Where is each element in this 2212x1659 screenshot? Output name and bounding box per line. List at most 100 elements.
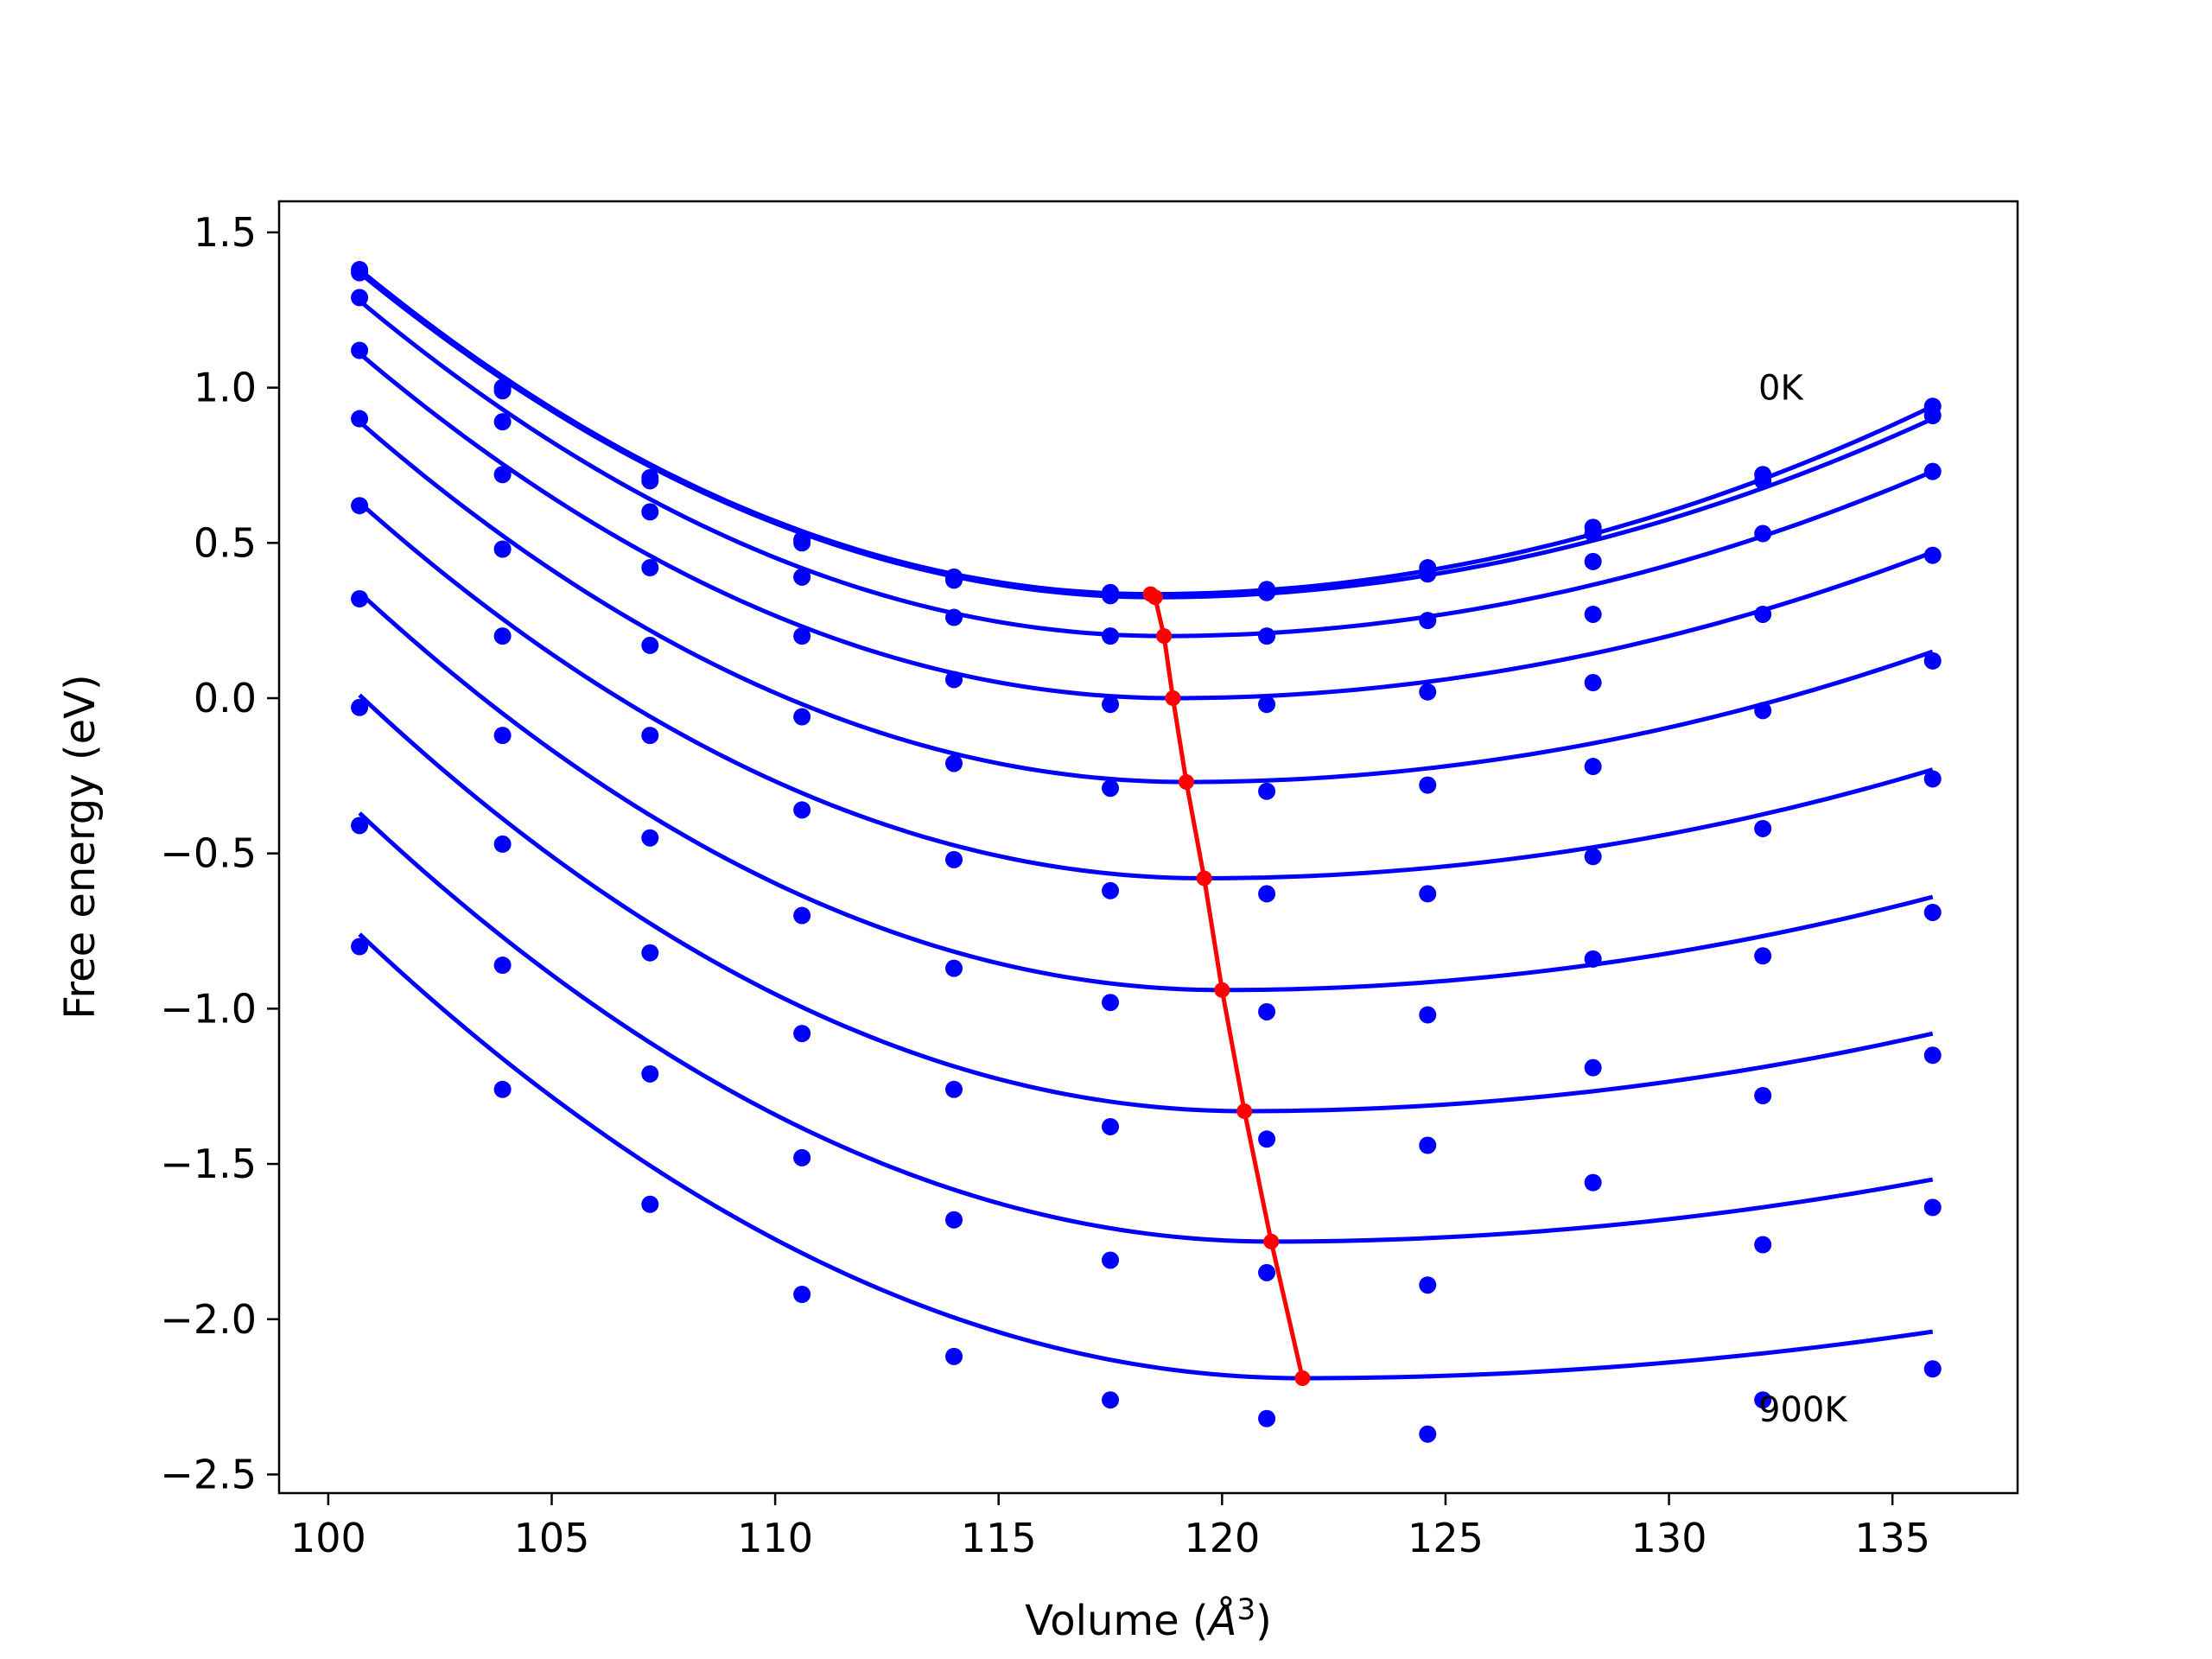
data-point-s5-1: [493, 627, 512, 645]
y-tick-label-5: 0.0: [194, 675, 257, 721]
data-point-s6-0: [351, 590, 369, 607]
data-point-s6-8: [1584, 848, 1602, 866]
y-tick-label-1: −2.0: [160, 1296, 257, 1343]
fit-curve-3: [358, 352, 1934, 701]
x-axis-label: Volume (Å3): [1025, 1592, 1272, 1645]
minimum-point-3: [1165, 690, 1181, 706]
data-point-s1-6: [1258, 583, 1276, 601]
y-axis-label: Free energy (eV): [56, 674, 105, 1019]
data-point-s6-9: [1754, 947, 1772, 965]
data-point-s4-4: [945, 754, 963, 772]
data-point-s8-6: [1258, 1263, 1276, 1281]
data-point-s7-3: [793, 1025, 811, 1043]
data-point-s1-3: [793, 534, 811, 552]
data-point-s5-5: [1102, 881, 1120, 899]
data-point-s2-2: [641, 503, 659, 521]
data-point-s2-7: [1419, 612, 1437, 630]
data-point-s8-3: [793, 1148, 811, 1166]
data-point-s2-10: [1923, 462, 1942, 480]
data-point-s9-7: [1419, 1425, 1437, 1443]
data-point-s1-0: [351, 264, 369, 282]
annotations: 0K 900K: [1758, 369, 1848, 1430]
minimum-point-7: [1236, 1103, 1253, 1119]
data-point-s8-5: [1102, 1251, 1120, 1269]
data-point-s7-6: [1258, 1130, 1276, 1148]
data-point-s2-3: [793, 568, 811, 586]
minimum-point-5: [1196, 870, 1212, 887]
data-point-s9-4: [945, 1347, 963, 1365]
data-point-s3-6: [1258, 696, 1276, 714]
data-point-s4-5: [1102, 779, 1120, 798]
data-point-s7-0: [351, 698, 369, 716]
data-point-s1-2: [641, 472, 659, 490]
data-point-s8-0: [351, 817, 369, 835]
x-tick-label-115: 115: [961, 1515, 1037, 1561]
data-point-s4-6: [1258, 782, 1276, 800]
data-point-s4-1: [493, 540, 512, 558]
data-point-s3-3: [793, 627, 811, 645]
data-point-s6-2: [641, 829, 659, 847]
fit-curve-8: [358, 811, 1934, 1244]
data-point-s2-0: [351, 289, 369, 307]
data-point-s3-7: [1419, 683, 1437, 701]
data-point-s4-9: [1754, 702, 1772, 720]
data-point-s3-5: [1102, 696, 1120, 714]
data-point-s9-8: [1584, 1173, 1602, 1192]
y-tick-label-7: 1.0: [194, 365, 257, 411]
data-point-s9-9: [1754, 1391, 1772, 1409]
data-point-s4-10: [1923, 652, 1942, 670]
data-point-s3-8: [1584, 605, 1602, 623]
data-point-s2-1: [493, 413, 512, 431]
fit-curve-6: [358, 590, 1934, 993]
x-tick-label-120: 120: [1184, 1515, 1260, 1561]
data-point-s9-2: [641, 1195, 659, 1213]
x-axis-ticks: 100 105 110 115 120 125 130 135: [290, 1493, 1930, 1561]
minimum-line: [1149, 592, 1305, 1379]
fit-curve-4: [358, 420, 1934, 785]
data-point-s2-6: [1258, 627, 1276, 645]
data-point-s8-8: [1584, 1058, 1602, 1077]
x-tick-label-130: 130: [1631, 1515, 1707, 1561]
minimum-point-4: [1178, 774, 1194, 791]
fit-curve-9: [358, 932, 1934, 1381]
data-point-s6-1: [493, 727, 512, 745]
x-tick-label-100: 100: [290, 1515, 366, 1561]
data-point-s4-3: [793, 708, 811, 726]
y-tick-label-6: 0.5: [194, 519, 257, 566]
data-point-s7-2: [641, 944, 659, 962]
x-tick-label-135: 135: [1854, 1515, 1930, 1561]
plot-content: [351, 261, 1942, 1443]
fit-curve-2: [358, 299, 1934, 639]
data-point-s4-2: [641, 636, 659, 654]
data-point-s5-7: [1419, 885, 1437, 903]
data-point-s8-2: [641, 1065, 659, 1083]
data-point-s1-4: [945, 571, 963, 589]
data-point-s6-3: [793, 906, 811, 925]
minimum-point-6: [1214, 982, 1230, 998]
data-point-s8-10: [1923, 1198, 1942, 1217]
y-tick-label-8: 1.5: [194, 209, 257, 256]
data-point-s5-8: [1584, 758, 1602, 776]
y-tick-label-2: −1.5: [160, 1141, 257, 1187]
data-point-s7-9: [1754, 1087, 1772, 1104]
data-point-s6-10: [1923, 903, 1942, 921]
minimum-point-9: [1294, 1370, 1311, 1387]
x-tick-label-105: 105: [514, 1515, 590, 1561]
data-point-s9-10: [1923, 1360, 1942, 1378]
data-point-s1-8: [1584, 524, 1602, 543]
minimum-point-2: [1156, 628, 1173, 645]
data-point-s4-7: [1419, 776, 1437, 794]
data-point-s4-0: [351, 410, 369, 428]
data-point-s7-4: [945, 1080, 963, 1098]
data-point-s3-10: [1923, 546, 1942, 564]
data-point-s5-6: [1258, 885, 1276, 903]
data-point-s6-4: [945, 959, 963, 977]
data-point-s7-7: [1419, 1136, 1437, 1154]
data-point-s2-4: [945, 608, 963, 626]
y-tick-label-3: −1.0: [160, 985, 257, 1032]
data-point-s3-9: [1754, 605, 1772, 623]
data-point-s5-0: [351, 497, 369, 515]
data-point-s8-4: [945, 1211, 963, 1229]
data-point-s4-8: [1584, 674, 1602, 692]
